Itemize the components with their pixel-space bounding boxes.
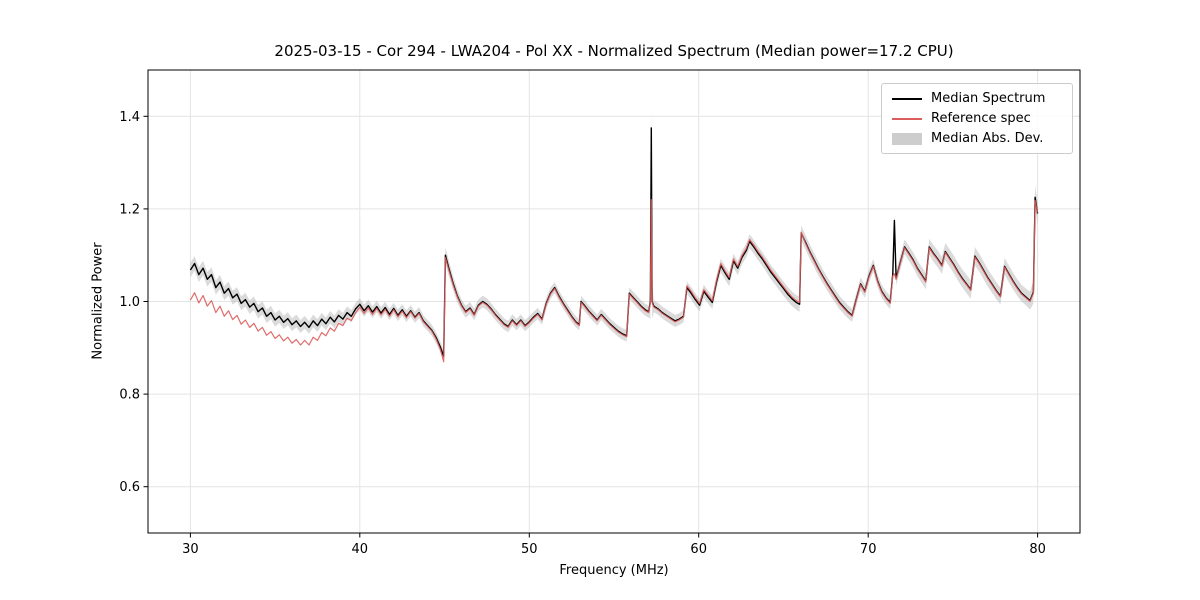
y-tick-label: 0.8 — [119, 388, 140, 403]
reference-spec-line-sample — [892, 117, 922, 120]
y-tick-label: 0.6 — [119, 480, 140, 495]
y-tick-label: 1.4 — [119, 110, 140, 125]
legend-item-median-abs-dev: Median Abs. Dev. — [892, 131, 1062, 146]
x-tick-label: 40 — [352, 542, 369, 557]
y-tick-label: 1.0 — [119, 295, 140, 310]
median-abs-dev-patch-sample — [892, 132, 922, 145]
x-tick-label: 70 — [860, 542, 877, 557]
y-tick-label: 1.2 — [119, 202, 140, 217]
legend-label: Median Abs. Dev. — [931, 131, 1044, 146]
reference-spec-line — [189, 199, 1039, 363]
x-tick-label: 60 — [690, 542, 707, 557]
x-tick-label: 50 — [521, 542, 538, 557]
legend: Median Spectrum Reference spec Median Ab… — [881, 83, 1073, 154]
y-axis-label: Normalized Power — [90, 242, 106, 360]
legend-label: Median Spectrum — [931, 91, 1046, 106]
median-spectrum-line-sample — [892, 97, 922, 100]
x-axis-label: Frequency (MHz) — [559, 563, 669, 578]
plot-title: 2025-03-15 - Cor 294 - LWA204 - Pol XX -… — [274, 42, 954, 60]
x-tick-label: 80 — [1029, 542, 1046, 557]
legend-item-median-spectrum: Median Spectrum — [892, 91, 1062, 106]
x-tick-label: 30 — [182, 542, 199, 557]
legend-label: Reference spec — [931, 111, 1031, 126]
legend-item-reference-spec: Reference spec — [892, 111, 1062, 126]
